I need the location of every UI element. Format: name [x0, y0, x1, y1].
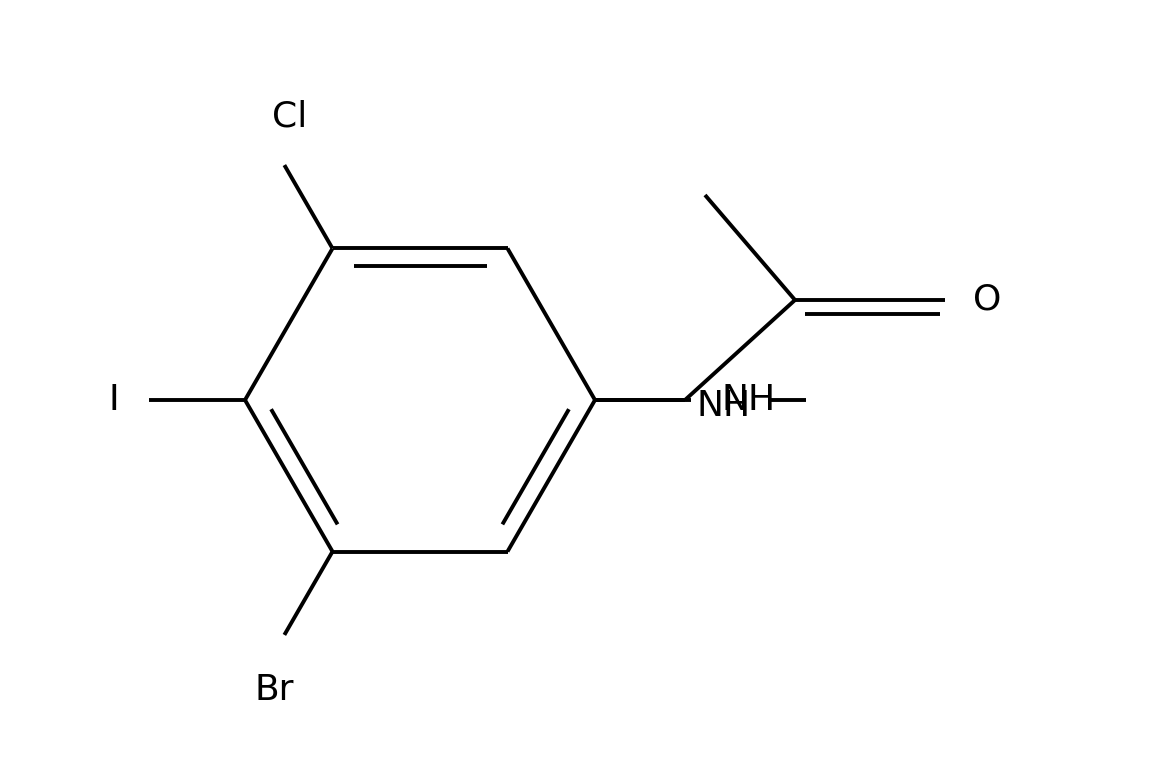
Text: Br: Br: [254, 673, 294, 707]
Text: NH: NH: [697, 389, 751, 423]
Text: NH: NH: [722, 383, 775, 417]
Text: O: O: [972, 283, 1002, 317]
Text: Cl: Cl: [272, 99, 307, 133]
Text: I: I: [108, 383, 119, 417]
